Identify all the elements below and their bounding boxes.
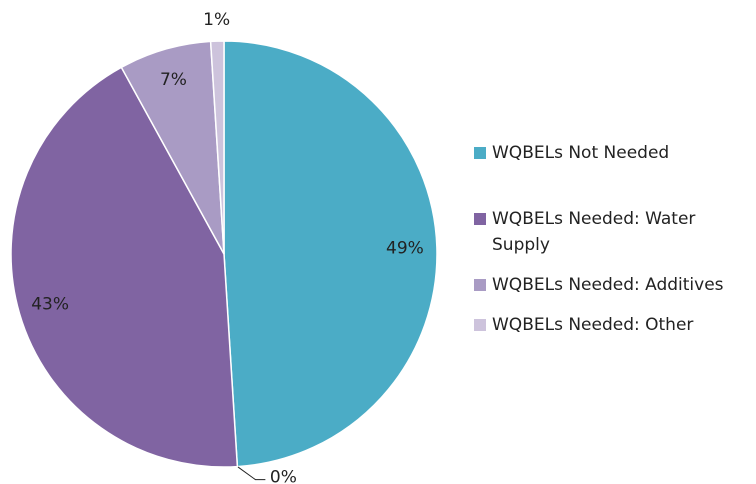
legend-label: WQBELs Needed: Additives (492, 275, 724, 295)
data-label: 0% (270, 468, 297, 484)
legend-swatch (474, 147, 486, 159)
leader-line (237, 466, 266, 481)
legend: WQBELs Not Needed WQBELs Needed: Water Su… (474, 140, 756, 352)
legend-entry: WQBELs Needed: Additives (474, 272, 756, 298)
legend-label: WQBELs Needed: Water Supply (492, 209, 696, 255)
data-label: 49% (386, 238, 424, 258)
pie-slice (209, 40, 225, 255)
data-label: 1% (203, 10, 230, 30)
data-label: 43% (31, 295, 69, 315)
legend-swatch (474, 319, 486, 331)
pie-slice (223, 40, 438, 468)
legend-swatch (474, 213, 486, 225)
legend-swatch (474, 279, 486, 291)
legend-entry: WQBELs Not Needed (474, 140, 756, 166)
legend-entry: WQBELs Needed: Other (474, 312, 756, 338)
legend-label: WQBELs Not Needed (492, 143, 670, 163)
pie-slice (10, 66, 239, 468)
legend-label: WQBELs Needed: Other (492, 315, 694, 335)
data-label: 7% (160, 70, 187, 90)
legend-entry: WQBELs Needed: Water Supply (474, 206, 756, 258)
